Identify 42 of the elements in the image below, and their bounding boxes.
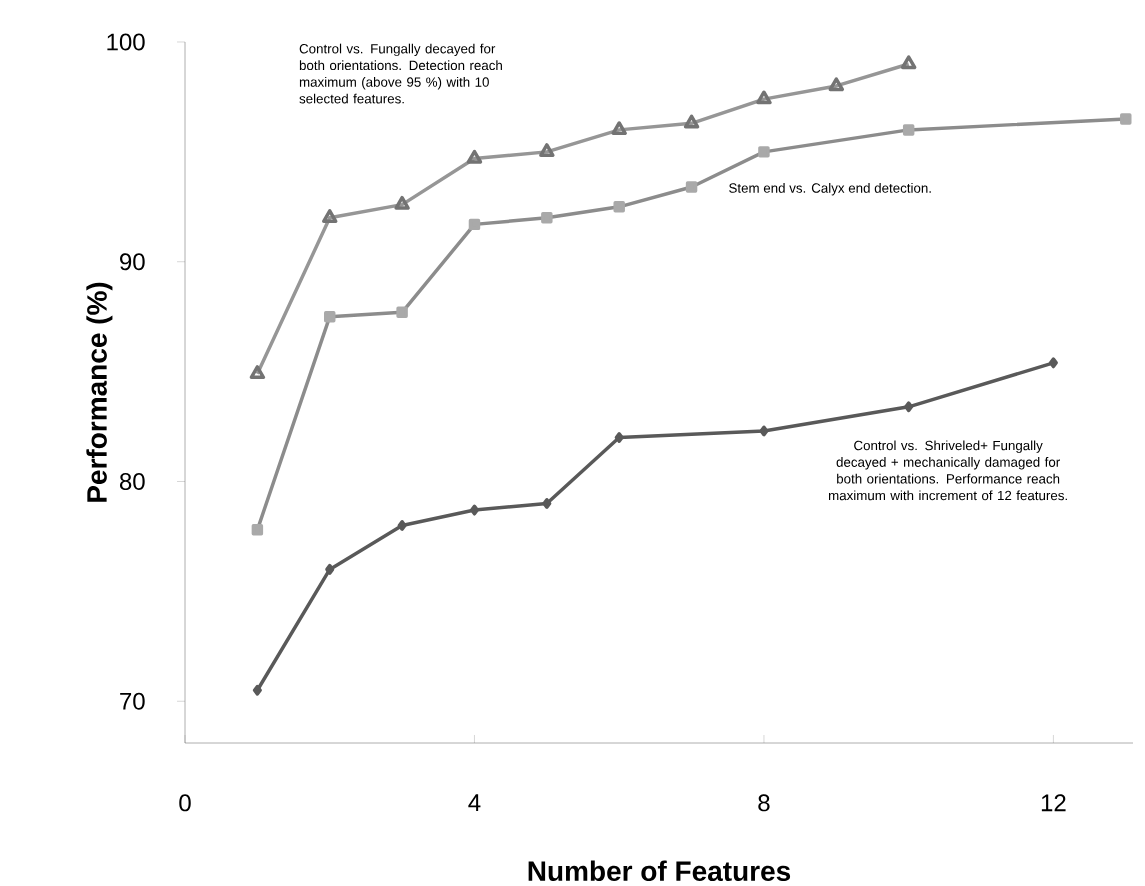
y-tick-label: 90 [120,253,145,271]
point [828,77,845,92]
point [613,201,625,213]
y-tick-label: 100 [107,33,145,51]
point [466,150,483,164]
point [611,121,627,136]
point [1120,113,1132,125]
point [758,146,770,158]
point [541,212,553,224]
point [683,114,700,129]
point [756,90,772,105]
annotation: Control vs. Shriveled+ Fungally decayed + mechanically damaged for both orientations. Performance reach maximum with increment of 12 features. [828,440,1067,501]
point [396,306,408,319]
point [321,209,338,224]
x-tick-label: 0 [179,794,191,812]
y-tick-label: 80 [119,473,145,491]
point [252,685,262,696]
annotation: Stem end vs. Calyx end detection. [729,183,931,196]
x-axis-title: Number of Features [528,860,791,882]
point [325,564,335,576]
point [469,504,480,516]
point [468,218,481,231]
y-tick-label: 70 [120,692,145,710]
point [324,311,336,323]
point [1048,357,1058,369]
x-tick-label: 8 [758,794,770,812]
x-tick-label: 12 [1041,794,1066,812]
annotation: Control vs. Fungally decayed for both orientations. Detection reach maximum (above 95 %) with 10 selected features. [299,43,502,104]
point [685,181,698,193]
point [539,143,555,158]
point [902,124,915,136]
y-axis-title: Performance (%) [86,282,113,503]
point [397,520,407,532]
x-tick-label: 4 [468,794,481,812]
point [900,55,917,70]
point [542,498,552,510]
point [249,365,266,380]
point [759,425,769,437]
point [251,524,264,536]
point [394,196,410,211]
point [904,401,914,413]
point [614,432,624,444]
